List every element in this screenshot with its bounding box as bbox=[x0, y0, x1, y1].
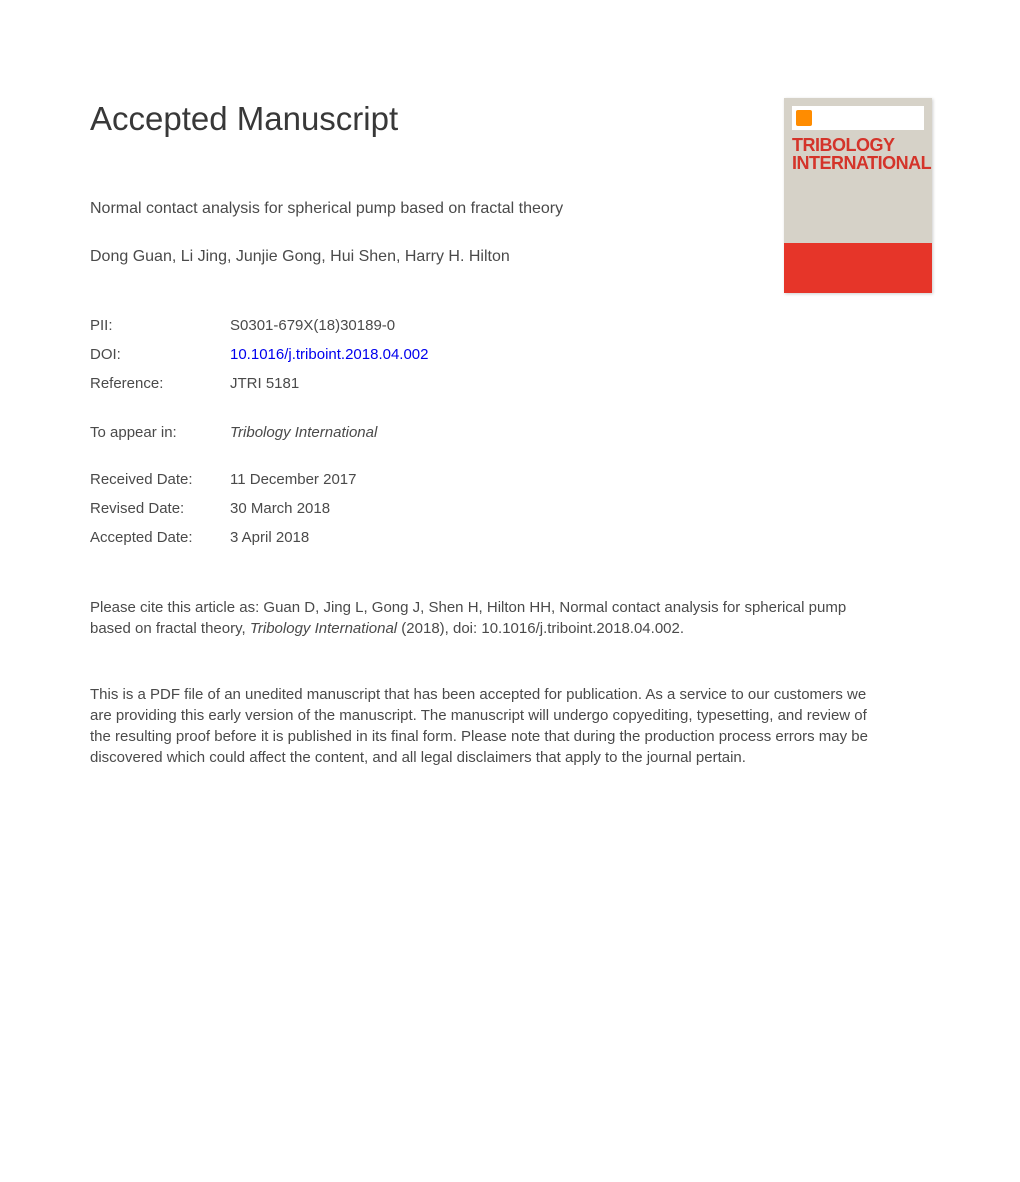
reference-value: JTRI 5181 bbox=[230, 369, 429, 398]
pii-label: PII: bbox=[90, 311, 230, 340]
citation-text: Please cite this article as: Guan D, Jin… bbox=[90, 597, 850, 639]
cover-header-box bbox=[792, 106, 924, 130]
journal-cover-thumbnail: TRIBOLOGY INTERNATIONAL bbox=[784, 98, 932, 293]
pii-value: S0301-679X(18)30189-0 bbox=[230, 311, 429, 340]
appear-label: To appear in: bbox=[90, 418, 230, 447]
cover-journal-line2: INTERNATIONAL bbox=[792, 153, 931, 173]
revised-label: Revised Date: bbox=[90, 494, 230, 523]
meta-block-3: Received Date: 11 December 2017 Revised … bbox=[90, 465, 356, 552]
cover-red-band bbox=[784, 243, 932, 293]
cover-journal-line1: TRIBOLOGY bbox=[792, 135, 895, 155]
reference-label: Reference: bbox=[90, 369, 230, 398]
accepted-label: Accepted Date: bbox=[90, 523, 230, 552]
meta-row-revised: Revised Date: 30 March 2018 bbox=[90, 494, 356, 523]
disclaimer-text: This is a PDF file of an unedited manusc… bbox=[90, 684, 880, 768]
meta-row-reference: Reference: JTRI 5181 bbox=[90, 369, 429, 398]
meta-row-doi: DOI: 10.1016/j.triboint.2018.04.002 bbox=[90, 340, 429, 369]
cover-top-region: TRIBOLOGY INTERNATIONAL bbox=[784, 98, 932, 243]
doi-label: DOI: bbox=[90, 340, 230, 369]
appear-value: Tribology International bbox=[230, 424, 377, 441]
doi-link[interactable]: 10.1016/j.triboint.2018.04.002 bbox=[230, 346, 429, 363]
meta-row-appear: To appear in: Tribology International bbox=[90, 418, 377, 447]
meta-row-accepted: Accepted Date: 3 April 2018 bbox=[90, 523, 356, 552]
elsevier-logo-icon bbox=[796, 110, 812, 126]
accepted-value: 3 April 2018 bbox=[230, 523, 356, 552]
received-label: Received Date: bbox=[90, 465, 230, 494]
meta-row-pii: PII: S0301-679X(18)30189-0 bbox=[90, 311, 429, 340]
citation-suffix: (2018), doi: 10.1016/j.triboint.2018.04.… bbox=[397, 620, 684, 637]
meta-block-2: To appear in: Tribology International bbox=[90, 418, 377, 447]
meta-row-received: Received Date: 11 December 2017 bbox=[90, 465, 356, 494]
cover-journal-title: TRIBOLOGY INTERNATIONAL bbox=[792, 136, 924, 172]
received-value: 11 December 2017 bbox=[230, 465, 356, 494]
citation-journal: Tribology International bbox=[250, 620, 397, 637]
meta-block-1: PII: S0301-679X(18)30189-0 DOI: 10.1016/… bbox=[90, 311, 429, 398]
revised-value: 30 March 2018 bbox=[230, 494, 356, 523]
